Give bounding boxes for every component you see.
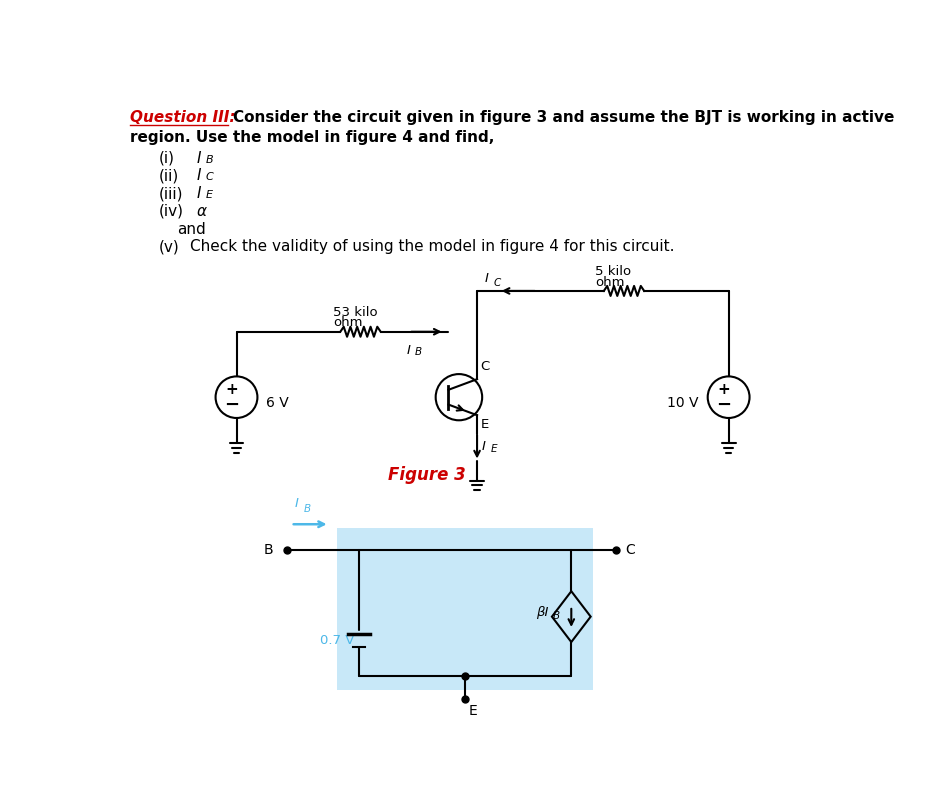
Text: region. Use the model in figure 4 and find,: region. Use the model in figure 4 and fi… xyxy=(130,130,494,145)
Text: Check the validity of using the model in figure 4 for this circuit.: Check the validity of using the model in… xyxy=(190,239,674,255)
Text: α: α xyxy=(196,204,206,219)
Text: I: I xyxy=(481,440,486,453)
Text: B: B xyxy=(206,155,213,165)
Text: 0.7 V: 0.7 V xyxy=(320,634,355,647)
FancyBboxPatch shape xyxy=(337,528,593,690)
Text: I: I xyxy=(485,272,489,285)
Text: ohm: ohm xyxy=(333,316,363,329)
Text: C: C xyxy=(626,542,635,557)
Text: I: I xyxy=(196,186,201,201)
Text: 53 kilo: 53 kilo xyxy=(333,306,378,319)
Text: −: − xyxy=(717,396,732,414)
Text: −: − xyxy=(224,396,239,414)
Text: E: E xyxy=(481,418,489,431)
Text: 5 kilo: 5 kilo xyxy=(595,265,631,278)
Text: (iii): (iii) xyxy=(159,186,183,201)
Text: 10 V: 10 V xyxy=(667,396,698,410)
Text: (ii): (ii) xyxy=(159,168,180,183)
Text: 6 V: 6 V xyxy=(266,396,289,410)
Text: B: B xyxy=(263,542,273,557)
Text: C: C xyxy=(480,360,490,373)
Text: +: + xyxy=(225,382,238,397)
Text: +: + xyxy=(718,382,730,397)
Text: B: B xyxy=(414,347,422,357)
Text: βI: βI xyxy=(535,606,548,619)
Text: E: E xyxy=(491,444,497,454)
Text: B: B xyxy=(553,611,560,621)
Text: and: and xyxy=(177,222,206,236)
Text: E: E xyxy=(206,190,212,200)
Text: C: C xyxy=(206,172,213,183)
Text: I: I xyxy=(196,151,201,166)
Text: ohm: ohm xyxy=(595,276,625,288)
Text: (v): (v) xyxy=(159,239,180,255)
Text: C: C xyxy=(493,278,501,288)
Text: I: I xyxy=(196,168,201,183)
Text: (i): (i) xyxy=(159,151,175,166)
Text: (iv): (iv) xyxy=(159,204,184,219)
Text: I: I xyxy=(406,344,410,357)
Text: Question III:: Question III: xyxy=(130,110,236,125)
Text: Consider the circuit given in figure 3 and assume the BJT is working in active: Consider the circuit given in figure 3 a… xyxy=(233,110,894,125)
Text: E: E xyxy=(468,703,477,718)
Text: B: B xyxy=(304,505,311,514)
Text: Figure 3: Figure 3 xyxy=(387,466,466,485)
Text: I: I xyxy=(294,497,299,510)
